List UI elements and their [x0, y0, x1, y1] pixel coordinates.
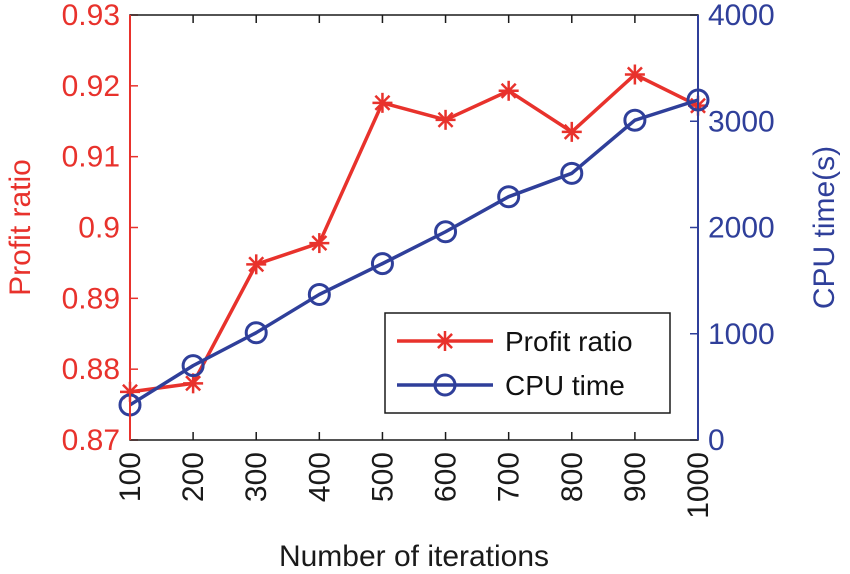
circle-marker [244, 321, 268, 345]
x-tick-label: 800 [556, 452, 589, 502]
left-tick-label: 0.93 [62, 0, 120, 32]
right-axis-ticks: 0 1000 2000 3000 4000 [690, 0, 775, 457]
x-axis-ticks: 100 200 300 400 500 600 700 800 900 1000 [114, 15, 715, 519]
circle-marker [370, 252, 394, 276]
legend: Profit ratio CPU time [384, 312, 671, 414]
circle-marker [433, 373, 457, 397]
x-tick-label: 900 [619, 452, 652, 502]
x-tick-label: 400 [303, 452, 336, 502]
left-tick-label: 0.89 [62, 282, 120, 315]
circle-marker [181, 354, 205, 378]
x-tick-label: 700 [493, 452, 526, 502]
legend-entry-profit-ratio: Profit ratio [397, 326, 633, 357]
asterisk-marker [498, 80, 519, 101]
series-profit-ratio [120, 64, 708, 402]
series-line [129, 72, 699, 394]
left-tick-label: 0.91 [62, 141, 120, 174]
legend-entry-cpu-time: CPU time [397, 370, 625, 401]
x-tick-label: 300 [240, 452, 273, 502]
x-tick-label: 200 [177, 452, 210, 502]
right-tick-label: 3000 [708, 105, 775, 138]
y-axis-right-label: CPU time(s) [808, 146, 841, 309]
left-axis-ticks: 0.87 0.88 0.89 0.9 0.91 0.92 0.93 [62, 0, 138, 457]
circle-marker [434, 220, 458, 244]
asterisk-marker [435, 331, 455, 351]
asterisk-marker [246, 254, 267, 275]
left-tick-label: 0.87 [62, 424, 120, 457]
y-axis-left-label: Profit ratio [4, 159, 37, 296]
x-tick-label: 1000 [682, 452, 715, 519]
circle-marker [560, 161, 584, 185]
left-tick-label: 0.9 [78, 212, 120, 245]
series-line [129, 98, 699, 407]
asterisk-marker [561, 121, 582, 142]
left-tick-label: 0.88 [62, 353, 120, 386]
legend-label: Profit ratio [505, 326, 633, 357]
asterisk-marker [435, 109, 456, 130]
circle-marker [623, 108, 647, 132]
right-tick-label: 0 [708, 424, 725, 457]
x-axis-label: Number of iterations [279, 540, 549, 573]
x-tick-label: 600 [430, 452, 463, 502]
asterisk-marker [372, 92, 393, 113]
legend-label: CPU time [505, 370, 625, 401]
x-tick-label: 100 [114, 452, 147, 502]
asterisk-marker [624, 64, 645, 85]
right-tick-label: 2000 [708, 212, 775, 245]
right-tick-label: 4000 [708, 0, 775, 32]
series-layer [118, 64, 710, 417]
circle-marker [307, 282, 331, 306]
circle-marker [497, 185, 521, 209]
left-tick-label: 0.92 [62, 70, 120, 103]
right-tick-label: 1000 [708, 318, 775, 351]
asterisk-marker [309, 233, 330, 254]
legend-box [384, 312, 671, 414]
x-tick-label: 500 [366, 452, 399, 502]
